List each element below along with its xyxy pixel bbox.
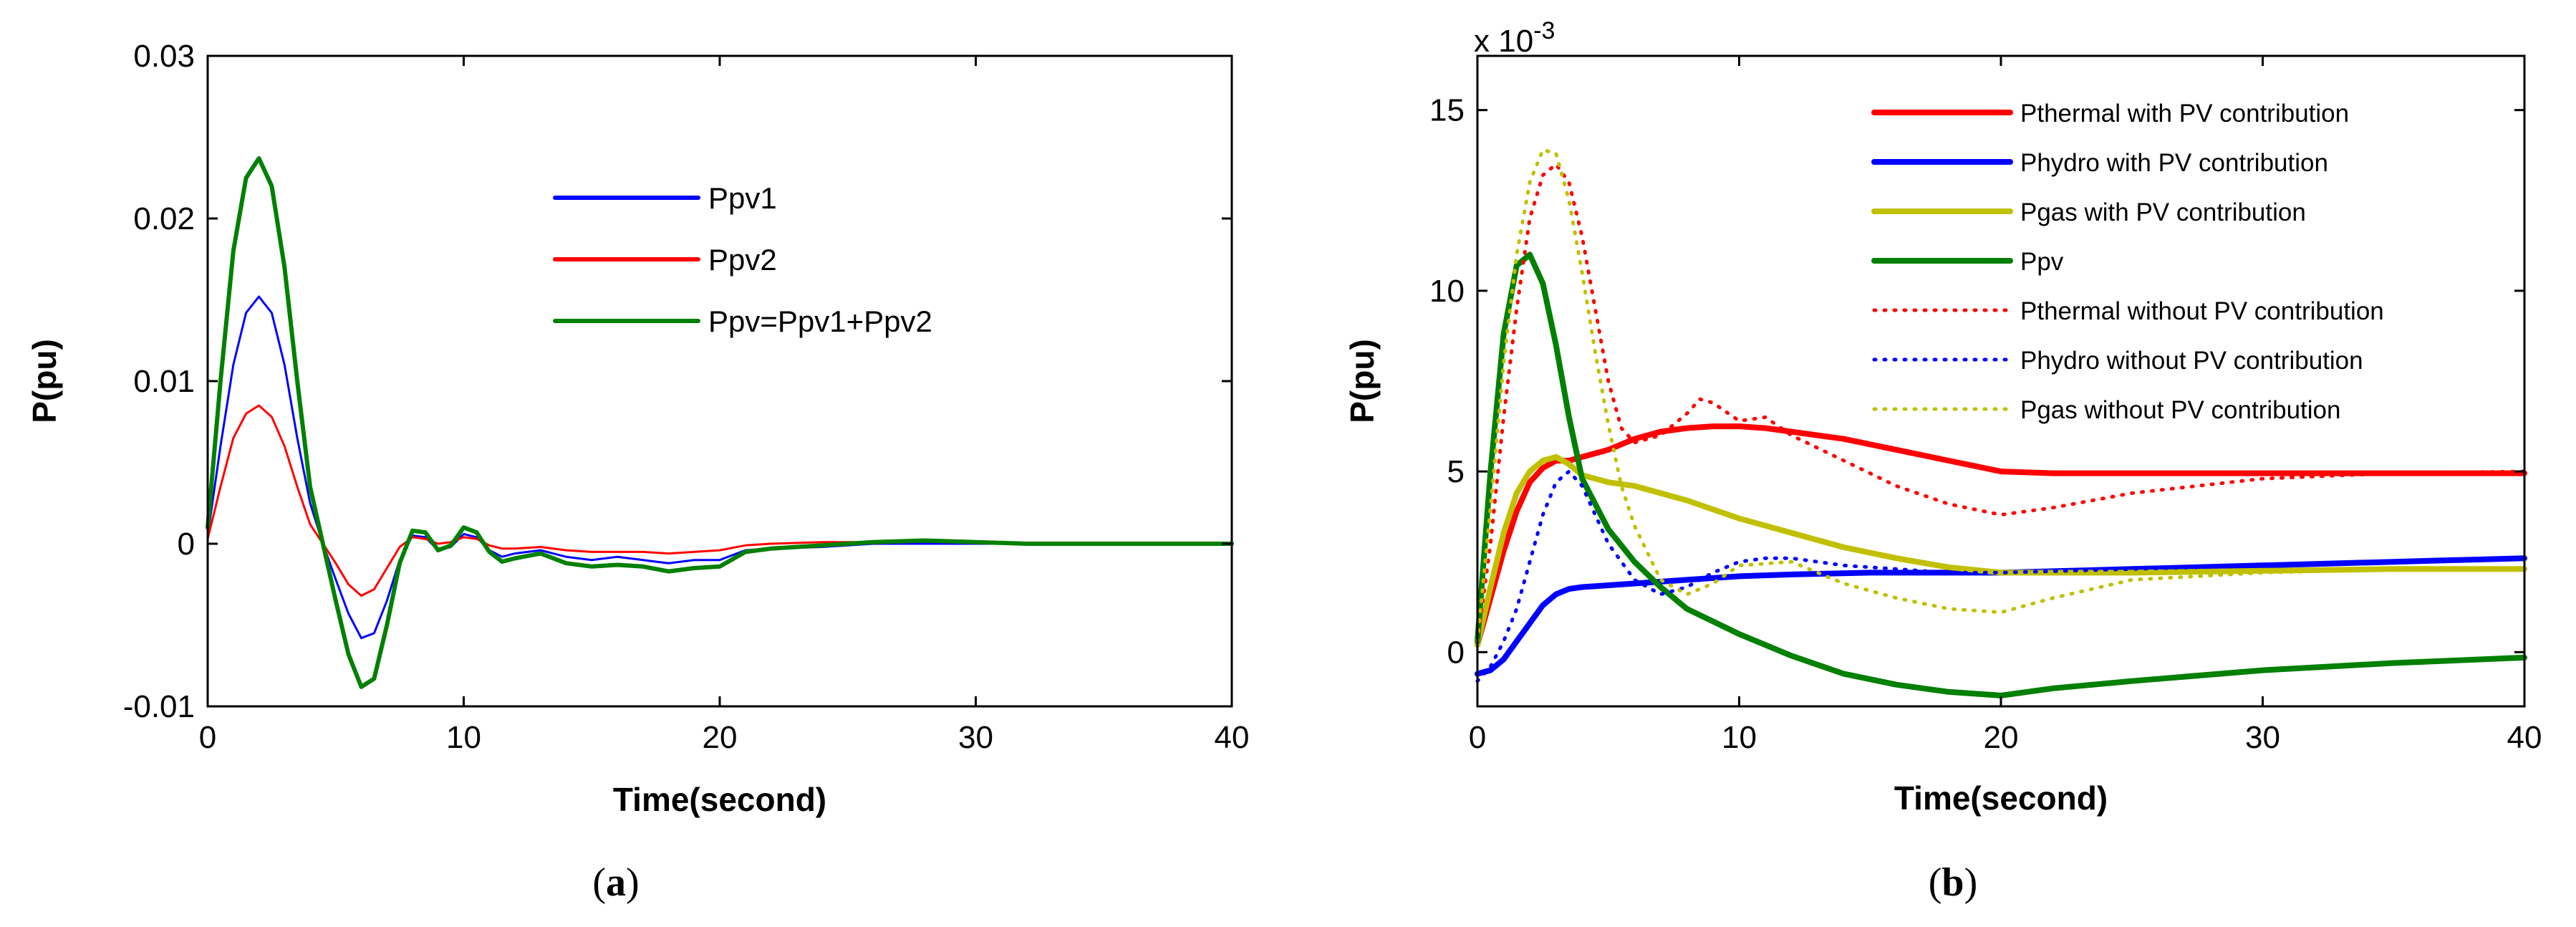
chart-a-y-axis-label: P(pu) [26, 339, 63, 423]
series-pthermal-with-pv-contribution [1475, 423, 2527, 648]
chart-b-y-ticks: 0 5 10 15 [1429, 93, 2524, 670]
legend-label: Pgas without PV contribution [2020, 396, 2340, 424]
series-phydro-with-pv-contribution [1475, 555, 2527, 677]
chart-a-plot-area [206, 156, 1234, 689]
series-ppv-ppv1-ppv2 [206, 156, 1234, 689]
y-tick-label: 0 [1447, 635, 1465, 670]
x-tick-label: 20 [703, 720, 738, 755]
chart-a-x-ticks: 0 10 20 30 40 [199, 56, 1250, 755]
chart-a-x-axis-label: Time(second) [613, 781, 826, 818]
legend-label: Ppv1 [708, 181, 777, 215]
x-tick-label: 30 [958, 720, 993, 755]
legend-label: Pgas with PV contribution [2020, 198, 2306, 226]
x-tick-label: 10 [1722, 720, 1757, 755]
chart-b-y-axis-label: P(pu) [1344, 339, 1381, 423]
chart-b-frame [1476, 54, 2526, 708]
y-tick-label: 0 [178, 527, 195, 562]
chart-b-x-ticks: 0 10 20 30 40 [1469, 56, 2542, 755]
legend-label: Pthermal with PV contribution [2020, 100, 2349, 128]
x-tick-label: 40 [1215, 720, 1250, 755]
series-ppv2 [206, 404, 1233, 597]
y-tick-label: 0.02 [133, 201, 195, 236]
series-ppv1 [206, 295, 1233, 640]
chart-a-y-ticks: -0.01 0 0.01 0.02 0.03 [123, 39, 1232, 724]
chart-a-caption: (a) [592, 860, 639, 905]
series-pgas-with-pv-contribution [1475, 453, 2527, 648]
legend-label: Ppv [2020, 248, 2064, 276]
series-phydro-without-pv-contribution [1475, 469, 2527, 683]
y-tick-label: 5 [1447, 454, 1465, 489]
y-tick-label: -0.01 [123, 689, 195, 724]
series-pthermal-without-pv-contribution [1475, 162, 2527, 643]
chart-b-plot-area [1475, 148, 2527, 698]
legend-label: Ppv2 [708, 243, 777, 277]
y-tick-label: 0.01 [133, 364, 195, 399]
chart-a-frame [206, 54, 1233, 708]
legend-label: Pthermal without PV contribution [2020, 297, 2384, 325]
x-tick-label: 0 [1469, 720, 1486, 755]
legend-label: Phydro without PV contribution [2020, 347, 2363, 375]
chart-a-legend: Ppv1 Ppv2 Ppv=Ppv1+Ppv2 [553, 181, 932, 338]
legend-label: Phydro with PV contribution [2020, 149, 2328, 177]
chart-b: 0 10 20 30 40 0 5 10 15 x 10-3 Time(second) P(p… [1344, 17, 2542, 905]
series-ppv [1475, 251, 2527, 698]
y-tick-label: 0.03 [133, 39, 195, 74]
chart-b-x-axis-label: Time(second) [1894, 779, 2108, 817]
y-tick-label: 15 [1429, 93, 1465, 128]
x-tick-label: 40 [2507, 720, 2542, 755]
legend-label: Ppv=Ppv1+Ppv2 [708, 304, 932, 338]
x-tick-label: 20 [1984, 720, 2019, 755]
chart-b-caption: (b) [1929, 860, 1977, 905]
chart-b-multiplier: x 10-3 [1474, 17, 1555, 59]
chart-b-legend: Pthermal with PV contribution Phydro with… [1871, 100, 2384, 424]
y-tick-label: 10 [1429, 274, 1465, 309]
x-tick-label: 30 [2245, 720, 2280, 755]
series-pgas-without-pv-contribution [1475, 148, 2527, 643]
x-tick-label: 0 [199, 720, 216, 755]
x-tick-label: 10 [446, 720, 481, 755]
